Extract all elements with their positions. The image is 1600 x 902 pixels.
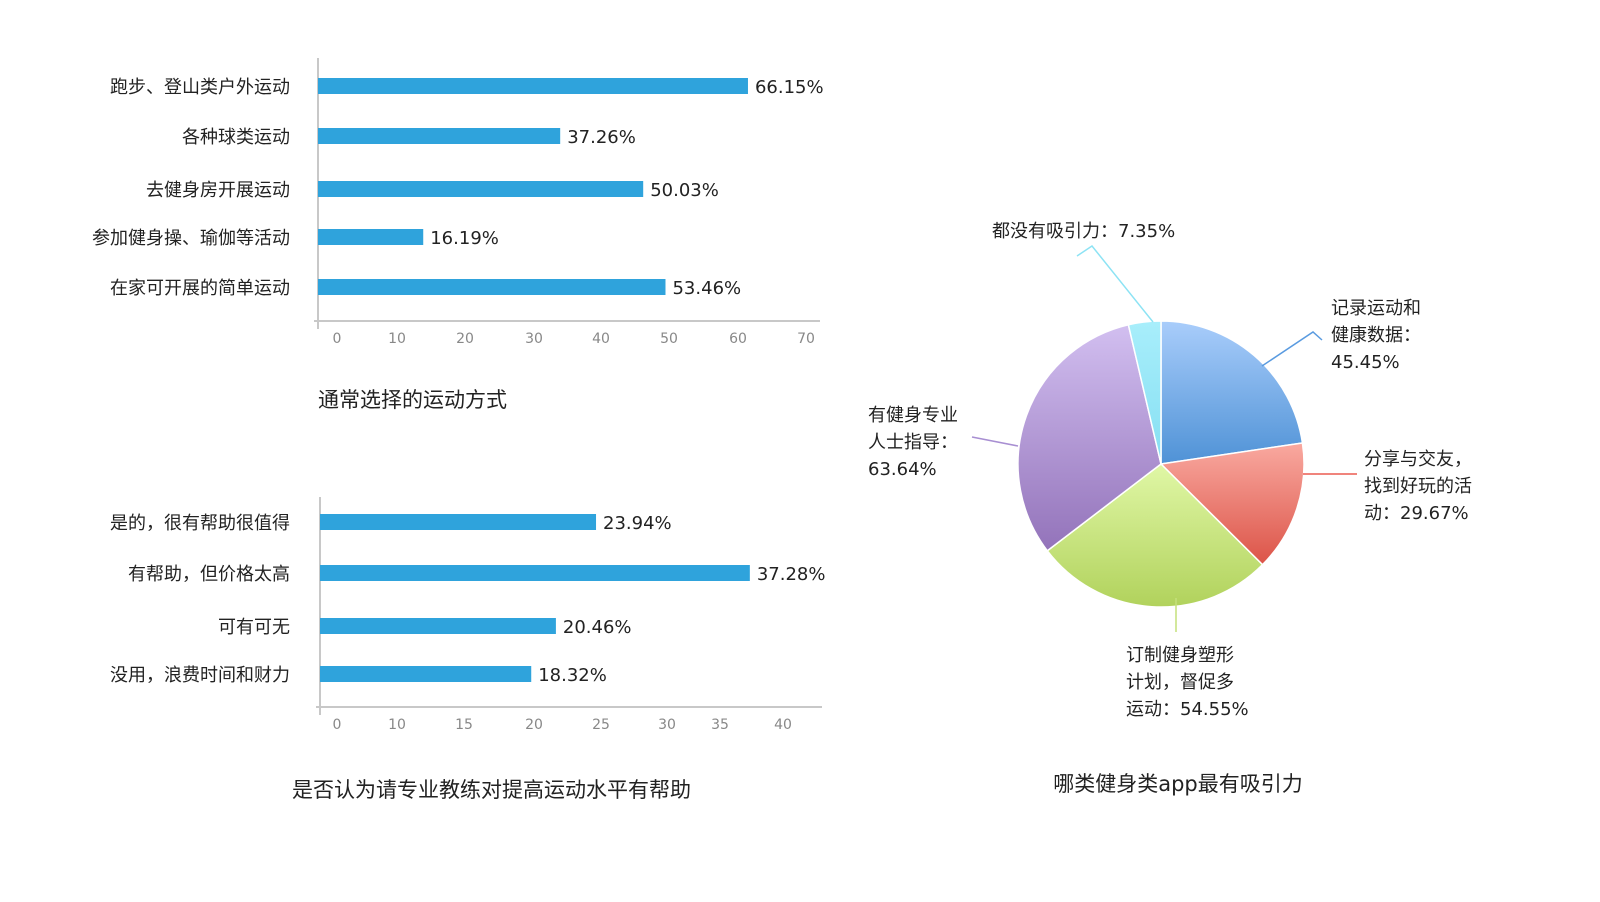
bar xyxy=(318,229,424,245)
x-tick-label: 0 xyxy=(333,717,342,733)
x-tick-label: 25 xyxy=(592,717,610,733)
category-label: 没用，浪费时间和财力 xyxy=(110,665,290,686)
value-label: 66.15% xyxy=(755,77,824,98)
x-tick-label: 70 xyxy=(797,331,815,347)
category-label: 在家可开展的简单运动 xyxy=(110,278,290,299)
slice-label: 都没有吸引力：7.35% xyxy=(992,221,1175,242)
slice-label: 订制健身塑形 xyxy=(1126,645,1234,666)
slice-label: 运动：54.55% xyxy=(1126,699,1249,720)
slice-label: 45.45% xyxy=(1331,352,1400,373)
chart-title: 通常选择的运动方式 xyxy=(318,388,507,412)
category-label: 跑步、登山类户外运动 xyxy=(110,77,290,98)
value-label: 16.19% xyxy=(430,228,499,249)
slice-label: 人士指导： xyxy=(868,432,958,453)
bar xyxy=(318,181,644,197)
category-label: 去健身房开展运动 xyxy=(146,180,290,201)
value-label: 53.46% xyxy=(672,278,741,299)
leader-line xyxy=(1076,244,1154,323)
x-tick-label: 10 xyxy=(388,717,406,733)
bar xyxy=(318,279,666,295)
pie-slice xyxy=(1160,320,1304,465)
category-label: 各种球类运动 xyxy=(182,127,290,148)
slice-label: 分享与交友， xyxy=(1364,449,1472,470)
bar xyxy=(320,565,750,581)
chart-title: 是否认为请专业教练对提高运动水平有帮助 xyxy=(292,778,691,802)
bar xyxy=(318,78,748,94)
chart-title: 哪类健身类app最有吸引力 xyxy=(1053,772,1303,796)
x-tick-label: 10 xyxy=(388,331,406,347)
x-tick-label: 20 xyxy=(456,331,474,347)
bar-chart-exercise-methods: 跑步、登山类户外运动 66.15% 各种球类运动 37.26% 去健身房开展运动 50.0… xyxy=(92,58,824,412)
category-label: 参加健身操、瑜伽等活动 xyxy=(92,228,290,249)
x-tick-label: 30 xyxy=(658,717,676,733)
slice-label: 动：29.67% xyxy=(1364,503,1469,524)
category-label: 是的，很有帮助很值得 xyxy=(110,513,290,534)
bar xyxy=(320,514,597,530)
value-label: 18.32% xyxy=(538,665,607,686)
x-tick-label: 40 xyxy=(774,717,792,733)
bar xyxy=(318,128,561,144)
pie-slice xyxy=(1159,442,1305,566)
pie-slice xyxy=(1017,323,1162,552)
x-tick-label: 0 xyxy=(333,331,342,347)
slice-label: 63.64% xyxy=(868,459,937,480)
value-label: 37.28% xyxy=(757,564,826,585)
bar xyxy=(320,666,532,682)
x-tick-label: 20 xyxy=(525,717,543,733)
slice-label: 健康数据： xyxy=(1331,325,1421,346)
value-label: 37.26% xyxy=(567,127,636,148)
slice-label: 记录运动和 xyxy=(1331,298,1421,319)
category-label: 可有可无 xyxy=(218,617,290,638)
leader-line xyxy=(971,436,1019,447)
slice-label: 找到好玩的活 xyxy=(1364,476,1472,497)
x-tick-label: 35 xyxy=(711,717,729,733)
x-tick-label: 60 xyxy=(729,331,747,347)
x-tick-label: 50 xyxy=(660,331,678,347)
category-label: 有帮助，但价格太高 xyxy=(128,564,290,585)
x-tick-label: 30 xyxy=(525,331,543,347)
slice-label: 计划，督促多 xyxy=(1126,672,1234,693)
value-label: 23.94% xyxy=(603,513,672,534)
pie-slice xyxy=(1046,463,1264,608)
pie-slice xyxy=(1127,320,1162,465)
bar xyxy=(320,618,556,634)
slice-label: 有健身专业 xyxy=(868,405,958,426)
bar-chart-coach-helpfulness: 是的，很有帮助很值得 23.94% 有帮助，但价格太高 37.28% 可有可无 20.46… xyxy=(110,497,825,802)
x-tick-label: 15 xyxy=(455,717,473,733)
value-label: 50.03% xyxy=(650,180,719,201)
value-label: 20.46% xyxy=(563,617,632,638)
leader-line xyxy=(1261,331,1323,367)
x-tick-label: 40 xyxy=(592,331,610,347)
